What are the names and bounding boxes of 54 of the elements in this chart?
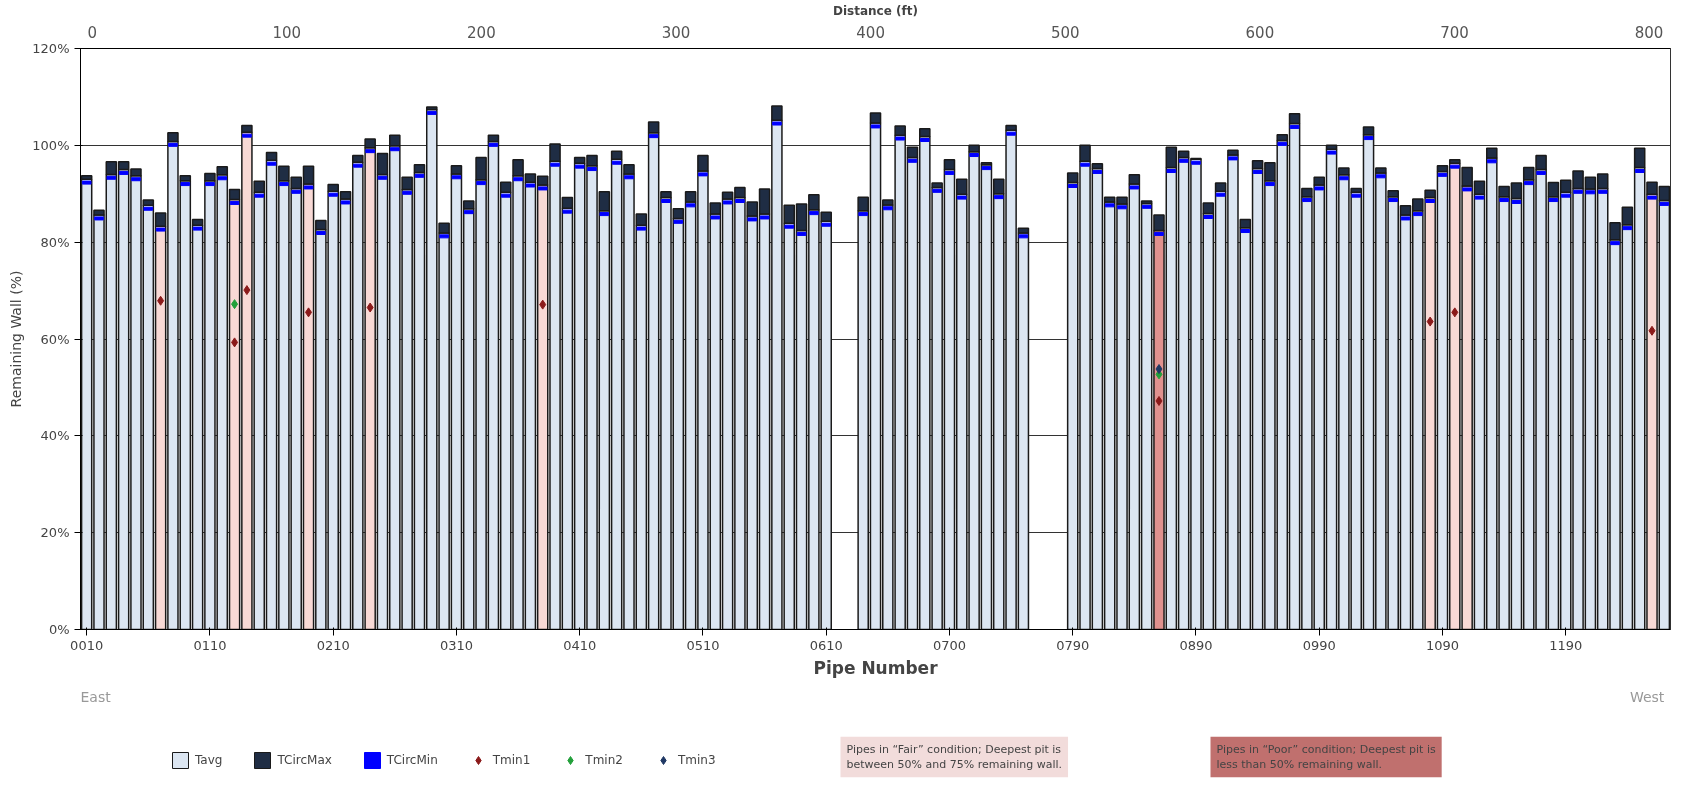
y-tick-label: 100% — [32, 137, 70, 153]
point — [243, 285, 251, 296]
x2-tick-label: 300 — [661, 23, 691, 42]
y-tick-label: 120% — [32, 41, 70, 56]
x2-tick-label: 0 — [87, 23, 97, 42]
text: Pipes in “Poor” condition; Deepest pit is less than 50% remaining wall. — [1216, 742, 1436, 772]
x-tick-label: 0310 — [439, 637, 473, 653]
x2-tick-label: 100 — [272, 23, 302, 42]
x-tick-label: 0990 — [1302, 637, 1336, 653]
point — [231, 299, 239, 310]
point — [539, 299, 547, 310]
text: Pipes in “Fair” condition; Deepest pit is between 50% and 75% remaining wall. — [846, 742, 1063, 772]
x2-tick-label: 800 — [1634, 23, 1664, 42]
point — [366, 302, 374, 313]
y-tick-label: 0% — [48, 622, 70, 637]
x-tick-label: 0790 — [1056, 637, 1090, 653]
x-tick-label: 0110 — [193, 637, 227, 653]
y-tick-label: 60% — [40, 331, 70, 347]
point — [1426, 316, 1434, 327]
x2-tick-label: 600 — [1245, 23, 1275, 42]
x-tick-label: 0700 — [932, 637, 967, 653]
x-tick-label: 0890 — [1179, 637, 1213, 653]
x-tick-label: 0510 — [686, 637, 720, 653]
x-tick-label: 1190 — [1549, 637, 1583, 653]
legend-label: Tmin2 — [585, 753, 623, 767]
point — [305, 307, 313, 318]
x-tick-label: 0410 — [563, 637, 597, 653]
point — [1648, 325, 1656, 336]
legend-label: Tavg — [195, 753, 223, 767]
legend-label: TCircMax — [277, 753, 332, 767]
legend-label: TCircMin — [386, 753, 438, 767]
x-tick-label: 1090 — [1425, 637, 1460, 653]
x-tick-label: 0010 — [70, 637, 104, 653]
x2-tick-label: 700 — [1440, 23, 1469, 42]
x2-tick-label: 200 — [467, 23, 496, 42]
text: East — [80, 688, 112, 705]
legend-label: Tmin3 — [677, 753, 716, 767]
x2-axis-title: Distance (ft) — [833, 3, 918, 18]
point — [1451, 307, 1459, 318]
x-axis-title: Pipe Number — [813, 657, 939, 678]
x2-tick-label: 400 — [856, 23, 885, 42]
x2-tick-label: 500 — [1050, 23, 1080, 42]
y-axis-title: Remaining Wall (%) — [8, 270, 25, 408]
legend-label: Tmin1 — [492, 753, 531, 767]
text: West — [1629, 688, 1665, 705]
x-tick-label: 0610 — [809, 637, 843, 653]
x-tick-label: 0210 — [316, 637, 350, 653]
point — [1155, 395, 1163, 406]
point — [157, 295, 165, 306]
y-tick-label: 40% — [40, 428, 70, 444]
y-tick-label: 80% — [40, 234, 70, 250]
y-tick-label: 20% — [40, 525, 70, 541]
point — [1155, 364, 1163, 375]
point — [231, 337, 239, 348]
